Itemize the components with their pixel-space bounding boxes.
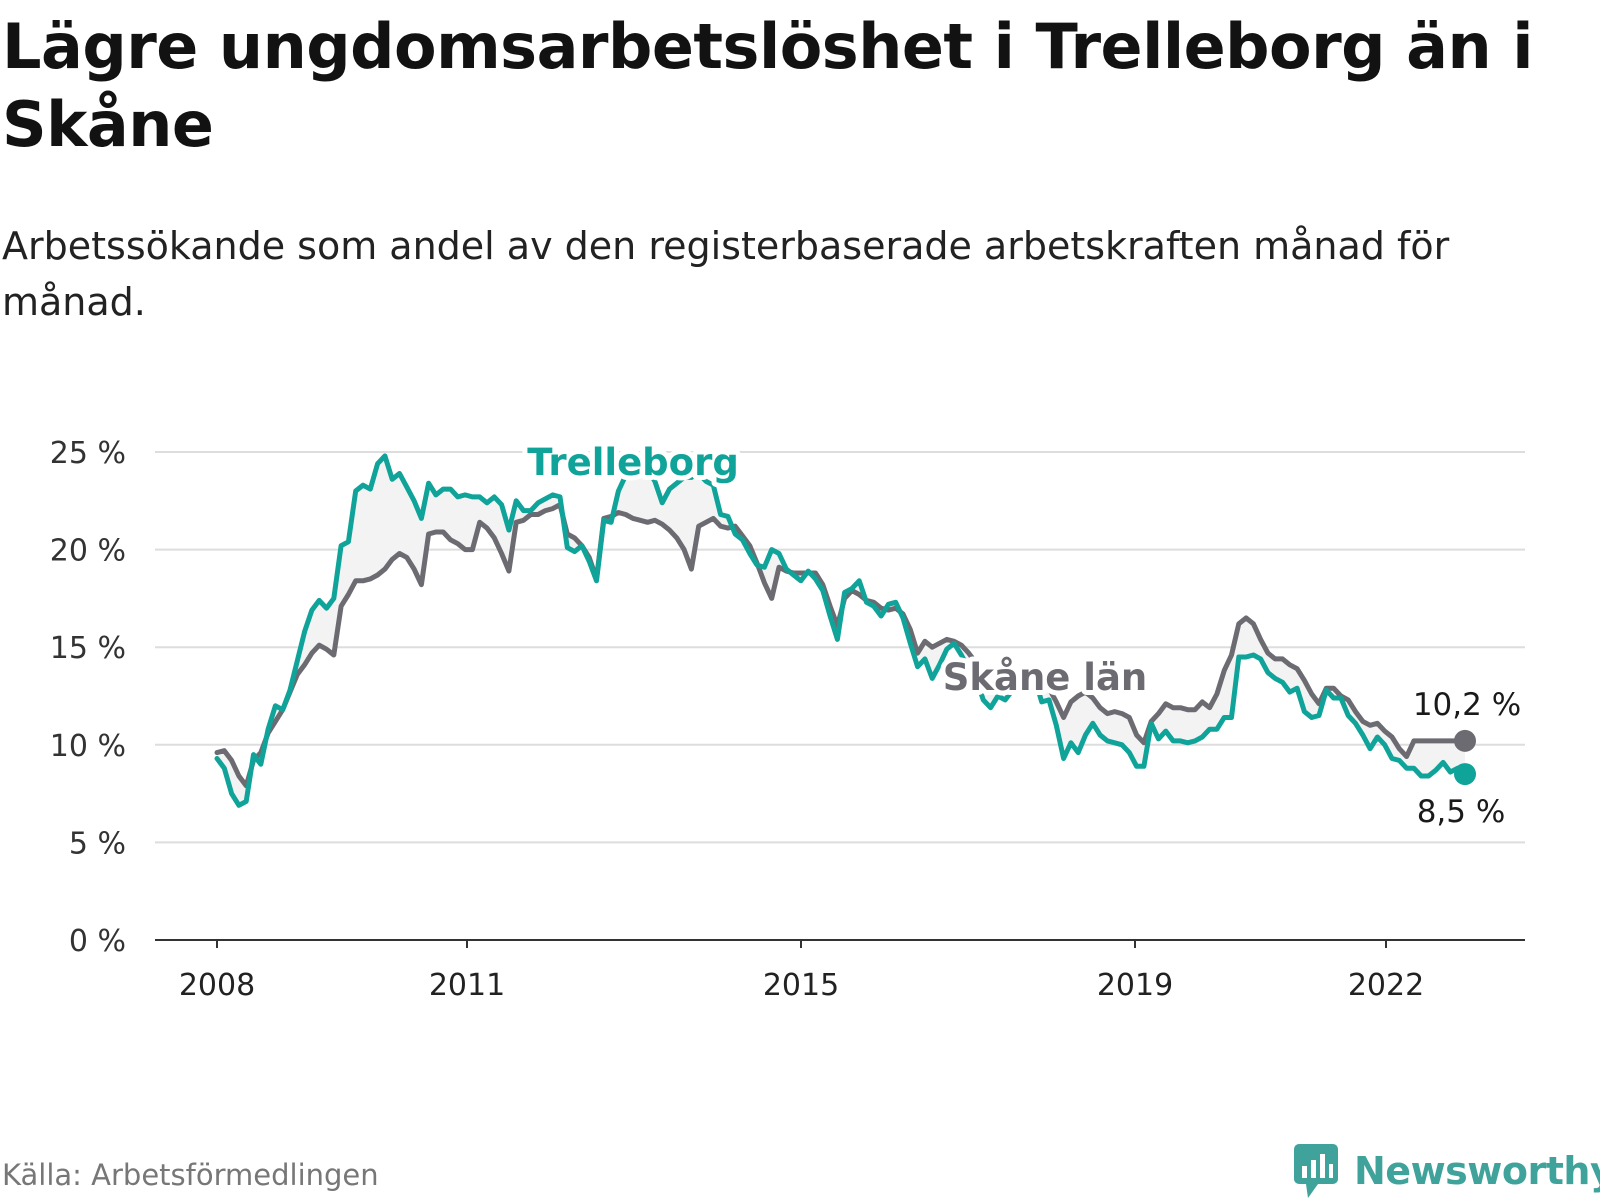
x-tick-label: 2015 xyxy=(763,968,839,1003)
y-tick-label: 0 % xyxy=(69,924,126,959)
end-label-skane: 10,2 % xyxy=(1413,687,1521,723)
source-note: Källa: Arbetsförmedlingen xyxy=(2,1158,379,1192)
x-tick-label: 2008 xyxy=(179,968,255,1003)
y-tick-label: 15 % xyxy=(50,631,126,666)
end-point-trelleborg xyxy=(1454,763,1476,786)
chart-bubble-icon xyxy=(1294,1144,1338,1198)
series-label-skane-halo: Skåne län xyxy=(943,656,1148,699)
end-point-skane xyxy=(1454,729,1476,752)
series-line-trelleborg xyxy=(214,453,1468,808)
x-tick-label: 2011 xyxy=(429,968,505,1003)
y-tick-label: 10 % xyxy=(50,729,126,764)
chart-subtitle: Arbetssökande som andel av den registerb… xyxy=(2,224,1450,324)
gridlines xyxy=(155,451,1525,844)
series-lines xyxy=(214,453,1476,808)
end-label-trelleborg: 8,5 % xyxy=(1417,794,1506,830)
axes: 0 % 5 % 10 % 15 % 20 % 25 % 2008 2011 2015 2019 20… xyxy=(50,436,1525,1003)
brand-logo[interactable]: Newsworthy xyxy=(1292,1142,1600,1200)
series-label-trelleborg: Trelleborg xyxy=(527,441,739,484)
series-label-skane: Skåne län xyxy=(943,656,1148,699)
series-label-trelleborg-halo: Trelleborg xyxy=(527,441,739,484)
chart-title: Lägre ungdomsarbetslöshet i Trelleborg ä… xyxy=(2,10,1533,161)
y-tick-label: 20 % xyxy=(50,534,126,569)
x-tick-label: 2019 xyxy=(1097,968,1173,1003)
y-tick-label: 5 % xyxy=(69,826,126,861)
x-tick-label: 2022 xyxy=(1348,968,1424,1003)
y-tick-label: 25 % xyxy=(50,436,126,471)
brand-name: Newsworthy xyxy=(1354,1149,1600,1193)
